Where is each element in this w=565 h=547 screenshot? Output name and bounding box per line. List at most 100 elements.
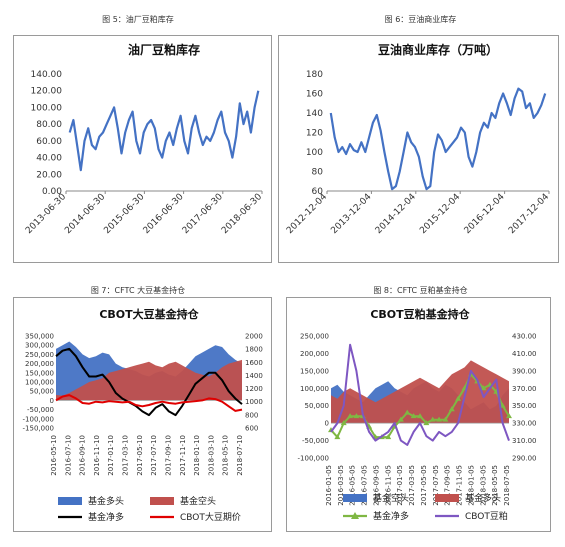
fig8-marker	[436, 416, 443, 422]
fig8-caption: 图 8：CFTC 豆粕基金持仓	[373, 286, 468, 295]
fig8-marker	[417, 413, 423, 419]
fig8-x-tick-label: 2018-07-05	[503, 465, 511, 506]
fig8-chart: CBOT豆粕基金持仓 -100,000 -50,000 0 50,000 100,000 1…	[298, 307, 537, 522]
fig7-x-tick-label: 2017-11-10	[179, 435, 187, 476]
fig7-y-left-tick-label: 200,000	[25, 360, 54, 368]
fig8-y-left-tick-label: 0	[325, 420, 329, 428]
fig8-x-tick-label: 2018-05-05	[491, 465, 499, 506]
fig7-x-tick-label: 2016-09-10	[79, 435, 87, 476]
fig8-y-left-tick-label: -100,000	[298, 455, 329, 463]
fig8-marker	[410, 413, 417, 419]
fig7-y-right-tick-label: 1000	[245, 398, 263, 406]
fig8-legend-marker	[351, 512, 359, 519]
fig8-marker	[353, 413, 360, 419]
fig7-y-left-tick-label: 50,000	[30, 388, 55, 396]
fig7-x-tick-label: 2018-05-10	[222, 435, 230, 476]
fig8-legend-label: 基金空头	[373, 492, 409, 504]
fig8-x-tick-label: 2018-03-05	[479, 465, 487, 506]
fig8-x-tick-label: 2017-03-05	[408, 465, 416, 506]
fig8-marker	[506, 413, 512, 419]
fig6-x-tick-label: 2016-12-04	[463, 192, 507, 236]
fig6-y-tick-label: 180	[306, 70, 323, 80]
fig8-y-left-tick-label: -50,000	[302, 437, 329, 445]
fig7-x-tick-label: 2016-05-10	[50, 435, 58, 476]
fig5-x-tick-label: 2016-06-30	[142, 192, 186, 236]
fig7-legend-label: 基金空头	[180, 495, 216, 507]
fig7-y-left-tick-label: 350,000	[25, 333, 54, 341]
fig8-legend-swatch	[343, 494, 367, 502]
fig5-y-tick-label: 140.00	[31, 70, 63, 80]
fig7-x-tick-label: 2018-01-10	[193, 435, 201, 476]
fig8-legend-swatch	[435, 494, 459, 502]
fig8-marker	[385, 434, 392, 440]
fig6-y-tick-label: 120	[306, 129, 323, 139]
fig5-x-tick-label: 2014-06-30	[63, 192, 107, 236]
fig7-y-right-tick-label: 1200	[245, 385, 263, 393]
fig6-panel: 豆油商业库存（万吨） 60 80 100 120 140 160 180 2012-12-04 2…	[278, 35, 559, 263]
fig5-panel: 油厂豆粕库存 0.00 20.00 40.00 60.00 80.00 100.00 120.…	[13, 35, 272, 263]
fig8-x-tick-label: 2017-05-05	[420, 465, 428, 506]
fig5-y-tick-label: 100.00	[31, 103, 63, 113]
fig6-x-tick-label: 2015-12-04	[418, 192, 462, 236]
fig7-y-left-tick-label: 150,000	[25, 369, 54, 377]
fig6-y-tick-label: 80	[312, 168, 324, 178]
fig7-x-tick-label: 2016-07-10	[64, 435, 72, 476]
fig8-x-tick-label: 2017-09-05	[444, 465, 452, 506]
fig7-y-right-tick-label: 2000	[245, 333, 263, 341]
fig8-x-tick-label: 2017-11-05	[456, 465, 464, 506]
fig8-y-right-tick-label: 390.00	[512, 367, 537, 375]
fig7-y-left-tick-label: 0	[50, 397, 54, 405]
fig7-x-tick-label: 2017-03-10	[122, 435, 130, 476]
fig8-x-tick-label: 2017-07-05	[432, 465, 440, 506]
fig6-x-tick-label: 2017-12-04	[507, 192, 551, 236]
fig8-title: CBOT豆粕基金持仓	[370, 307, 470, 321]
fig8-x-tick-label: 2016-05-05	[349, 465, 357, 506]
fig6-x-tick-label: 2012-12-04	[285, 192, 329, 236]
fig7-y-right-tick-label: 1400	[245, 372, 263, 380]
fig5-x-tick-label: 2017-06-30	[181, 192, 225, 236]
fig5-x-tick-label: 2015-06-30	[102, 192, 146, 236]
fig7-y-left-tick-label: 250,000	[25, 351, 54, 359]
fig8-marker	[347, 413, 354, 419]
fig7-y-right-tick-label: 1600	[245, 359, 263, 367]
fig8-marker	[442, 416, 449, 422]
fig5-caption: 图 5：油厂豆粕库存	[102, 15, 174, 24]
fig8-marker	[334, 434, 341, 440]
fig8-x-tick-label: 2016-09-05	[372, 465, 380, 506]
fig7-chart: CBOT大豆基金持仓 -150,000 -100,000-50,000050,000…	[23, 307, 263, 523]
fig5-y-tick-label: 20.00	[36, 170, 62, 180]
fig7-legend-label: 基金净多	[88, 511, 124, 523]
fig8-y-right-tick-label: 330.00	[512, 420, 537, 428]
fig6-y-tick-label: 140	[306, 109, 323, 119]
fig7-x-tick-label: 2016-11-10	[93, 435, 101, 476]
fig7-x-tick-label: 2017-05-10	[136, 435, 144, 476]
fig6-x-tick-label: 2013-12-04	[329, 192, 373, 236]
fig7-x-tick-label: 2018-07-10	[236, 435, 244, 476]
fig7-legend-swatch	[58, 497, 82, 505]
fig8-marker	[404, 409, 411, 415]
fig8-x-tick-label: 2017-01-05	[396, 465, 404, 506]
fig7-x-tick-label: 2018-03-10	[207, 435, 215, 476]
fig6-title: 豆油商业库存（万吨）	[378, 42, 498, 57]
fig5-x-tick-label: 2018-06-30	[220, 192, 264, 236]
fig7-panel: CBOT大豆基金持仓 -150,000 -100,000 -50,000 0 50,000…	[13, 297, 272, 532]
fig6-y-tick-label: 160	[306, 90, 323, 100]
fig8-y-left-tick-label: 200,000	[300, 350, 329, 358]
fig5-y-tick-label: 40.00	[36, 154, 62, 164]
fig8-y-left-tick-label: 100,000	[300, 385, 329, 393]
fig8-marker	[448, 406, 455, 412]
fig8-y-right-tick-label: 310.00	[512, 437, 537, 445]
fig7-area-1	[56, 359, 242, 401]
fig8-y-right-tick-label: 290.00	[512, 455, 537, 463]
fig7-y-left-tick-label: -100,000	[23, 415, 54, 423]
fig8-legend-label: 基金净多	[373, 510, 409, 522]
fig8-marker	[397, 416, 404, 422]
fig7-line-0	[55, 347, 243, 417]
fig7-legend-label: 基金多头	[88, 495, 124, 507]
fig7-x-tick-label: 2017-01-10	[107, 435, 115, 476]
fig7-y-left-tick-label: 300,000	[25, 342, 54, 350]
fig8-y-right-tick-label: 410.00	[512, 350, 537, 358]
fig7-x-tick-label: 2017-09-10	[164, 435, 172, 476]
fig5-x-tick-label: 2013-06-30	[24, 192, 68, 236]
